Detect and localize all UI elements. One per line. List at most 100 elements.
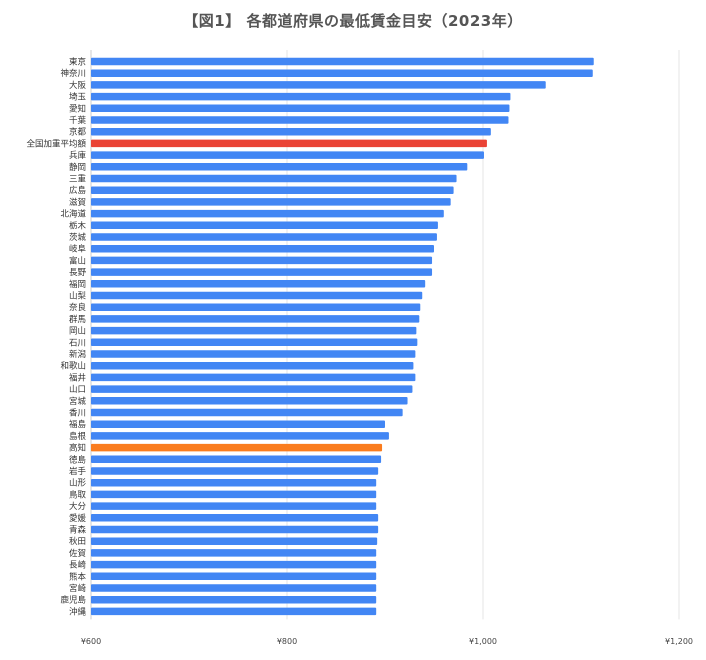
bar — [91, 595, 377, 604]
bar — [91, 81, 546, 89]
bar — [91, 198, 451, 206]
x-tick-label: ¥1,000 — [469, 637, 497, 646]
category-label: 香川 — [69, 408, 86, 419]
bar — [91, 163, 468, 171]
category-label: 秋田 — [69, 536, 86, 547]
category-label: 鹿児島 — [60, 595, 86, 606]
bar — [91, 92, 511, 101]
category-label: 京都 — [69, 127, 87, 138]
category-label: 福岡 — [69, 279, 86, 290]
category-label: 熊本 — [69, 571, 87, 582]
category-label: 東京 — [69, 57, 86, 68]
category-label: 新潟 — [69, 349, 87, 360]
bar — [91, 338, 418, 347]
category-label: 北海道 — [60, 209, 86, 220]
bar — [91, 443, 383, 452]
bar — [91, 455, 382, 464]
category-label: 岩手 — [69, 466, 87, 477]
bar — [91, 525, 379, 534]
bar — [91, 350, 416, 358]
category-labels: 東京神奈川大阪埼玉愛知千葉京都全国加重平均額兵庫静岡三重広島滋賀北海道栃木茨城岐… — [26, 57, 86, 618]
category-label: 奈良 — [69, 302, 87, 313]
bar — [91, 584, 377, 592]
category-label: 大阪 — [69, 80, 87, 91]
category-label: 青森 — [69, 525, 87, 536]
category-label: 山口 — [69, 384, 86, 395]
category-label: 山梨 — [69, 291, 87, 302]
category-label: 福島 — [69, 419, 87, 430]
category-label: 群馬 — [69, 314, 86, 325]
category-label: 兵庫 — [69, 150, 87, 161]
x-tick-label: ¥600 — [81, 637, 101, 646]
category-label: 神奈川 — [60, 68, 86, 79]
bar — [91, 57, 594, 66]
category-label: 長野 — [69, 268, 87, 278]
bar — [91, 291, 423, 300]
bar — [91, 280, 426, 288]
bar — [91, 537, 378, 545]
category-label: 宮城 — [69, 396, 87, 407]
bar — [91, 408, 403, 417]
category-label: 千葉 — [69, 115, 87, 126]
bar — [91, 233, 437, 241]
bars — [91, 57, 594, 616]
bar — [91, 361, 414, 370]
bar — [91, 572, 377, 581]
bar — [91, 326, 417, 335]
category-label: 広島 — [69, 185, 87, 196]
category-label: 佐賀 — [69, 548, 87, 559]
bar — [91, 549, 377, 557]
bar — [91, 69, 593, 77]
category-label: 埼玉 — [69, 92, 87, 103]
category-label: 全国加重平均額 — [26, 138, 86, 149]
bar — [91, 560, 377, 569]
category-label: 大分 — [69, 501, 87, 512]
bar — [91, 385, 413, 393]
bar — [91, 303, 421, 311]
bar — [91, 373, 416, 382]
category-label: 宮崎 — [69, 583, 87, 594]
bar — [91, 467, 379, 475]
bar — [91, 116, 509, 124]
bar — [91, 607, 377, 616]
category-label: 富山 — [69, 255, 86, 266]
bar — [91, 420, 385, 428]
bar — [91, 268, 433, 276]
category-label: 沖縄 — [69, 606, 87, 617]
x-tick-label: ¥800 — [277, 637, 297, 646]
bar — [91, 174, 457, 183]
bar — [91, 209, 444, 218]
bar — [91, 104, 510, 113]
category-label: 長崎 — [69, 560, 87, 571]
category-label: 鳥取 — [69, 489, 87, 500]
bar — [91, 186, 454, 194]
category-label: 石川 — [69, 338, 86, 348]
category-label: 静岡 — [69, 162, 86, 173]
chart-title: 【図1】 各都道府県の最低賃金目安（2023年） — [183, 12, 523, 30]
category-label: 茨城 — [69, 232, 87, 243]
category-label: 岡山 — [69, 326, 86, 337]
category-label: 高知 — [69, 443, 86, 454]
category-label: 山形 — [69, 478, 87, 489]
category-label: 徳島 — [69, 454, 87, 465]
bar — [91, 221, 438, 230]
x-tick-label: ¥1,200 — [665, 637, 693, 646]
bar — [91, 151, 484, 159]
bar — [91, 514, 379, 522]
bar — [91, 397, 408, 405]
bar — [91, 256, 433, 265]
category-label: 岐阜 — [69, 244, 87, 255]
category-label: 愛媛 — [69, 513, 87, 524]
bar — [91, 139, 487, 148]
bar — [91, 244, 434, 253]
bar — [91, 432, 389, 440]
category-label: 三重 — [69, 174, 87, 185]
category-label: 和歌山 — [60, 361, 86, 372]
category-label: 福井 — [69, 372, 86, 383]
bar — [91, 502, 377, 510]
bar — [91, 478, 377, 487]
bar — [91, 490, 377, 499]
category-label: 愛知 — [69, 103, 86, 114]
category-label: 滋賀 — [69, 197, 87, 208]
